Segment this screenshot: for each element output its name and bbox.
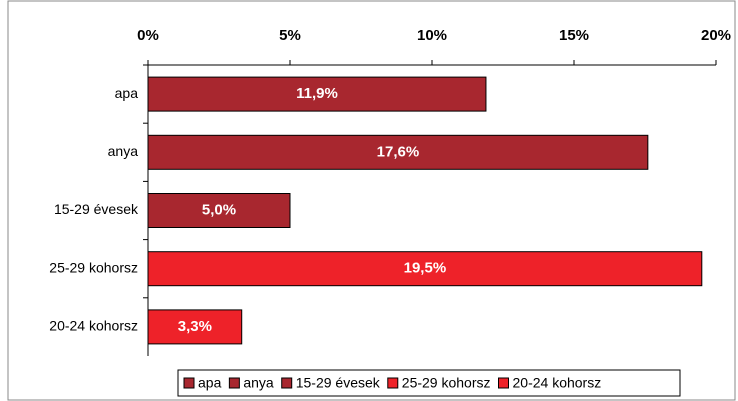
value-label: 19,5%	[404, 260, 447, 277]
y-tick-label: 25-29 kohorsz	[49, 259, 138, 275]
value-label: 11,9%	[296, 85, 338, 102]
legend-swatch	[183, 377, 195, 389]
x-tick-label: 0%	[137, 27, 159, 44]
value-label: 5,0%	[202, 201, 236, 218]
legend-label: apa	[198, 375, 222, 391]
legend-label: 20-24 kohorsz	[513, 375, 602, 391]
legend-swatch	[228, 377, 240, 389]
x-tick-label: 20%	[701, 27, 731, 44]
y-tick-label: apa	[115, 85, 139, 101]
x-tick-label: 10%	[417, 27, 447, 44]
legend-label: anya	[243, 375, 274, 391]
bar	[147, 309, 243, 345]
bar	[147, 251, 703, 287]
x-tick-label: 5%	[279, 27, 301, 44]
legend-swatch	[281, 377, 293, 389]
y-tick-label: 15-29 évesek	[54, 201, 139, 217]
bar	[147, 193, 291, 228]
y-tick-label: anya	[108, 143, 139, 159]
legend-swatch	[498, 377, 509, 389]
chart-border	[7, 0, 736, 401]
value-label: 3,3%	[178, 318, 212, 335]
value-label: 17,6%	[377, 143, 420, 160]
legend-box	[177, 369, 681, 397]
legend-swatch	[387, 377, 399, 389]
legend-label: 25-29 kohorsz	[402, 375, 491, 391]
bar	[147, 134, 649, 170]
y-tick-label: 20-24 kohorsz	[49, 318, 138, 334]
legend-label: 15-29 évesek	[296, 375, 381, 391]
bar	[147, 76, 487, 112]
x-tick-label: 15%	[559, 27, 589, 44]
